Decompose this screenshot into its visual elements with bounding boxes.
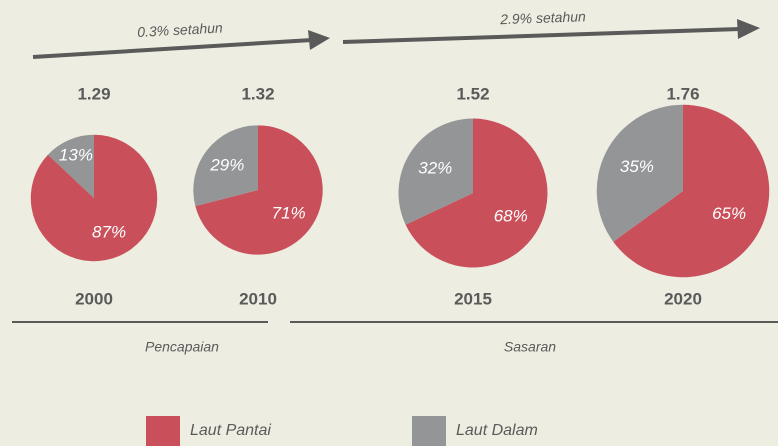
pie-slice [613, 104, 770, 278]
pie-slice [195, 125, 323, 255]
total-label: 1.29 [77, 84, 110, 103]
legend-swatch [146, 416, 180, 446]
year-label: 2010 [239, 289, 277, 308]
growth-arrow [32, 38, 313, 59]
pie-label: 32% [418, 159, 452, 178]
pie-label: 65% [712, 204, 746, 223]
total-label: 1.52 [456, 84, 489, 103]
annotation: 0.3% setahun [137, 19, 224, 39]
arrow-head [737, 19, 760, 39]
legend-label: Laut Pantai [190, 422, 271, 439]
annotation: 2.9% setahun [499, 8, 586, 27]
pie-slice [30, 134, 158, 262]
total-label: 1.76 [666, 84, 699, 103]
pie-slice [47, 134, 94, 198]
pie-label: 13% [59, 146, 93, 165]
year-label: 2000 [75, 289, 113, 308]
pie-label: 29% [209, 156, 244, 175]
pie-slice [405, 118, 548, 268]
pie-slice [596, 104, 683, 242]
growth-arrow [342, 27, 741, 44]
arrow-head [308, 30, 330, 50]
period-label: Pencapaian [145, 339, 219, 355]
year-label: 2015 [454, 289, 492, 308]
pie-slice [398, 118, 473, 225]
pie-label: 71% [272, 203, 306, 222]
legend-swatch [412, 416, 446, 446]
pie-label: 87% [92, 222, 126, 241]
legend-label: Laut Dalam [456, 422, 538, 439]
year-label: 2020 [664, 289, 702, 308]
total-label: 1.32 [241, 84, 274, 103]
pie-label: 35% [620, 157, 654, 176]
period-label: Sasaran [504, 339, 556, 355]
pie-slice [193, 125, 258, 207]
pie-label: 68% [494, 206, 528, 225]
